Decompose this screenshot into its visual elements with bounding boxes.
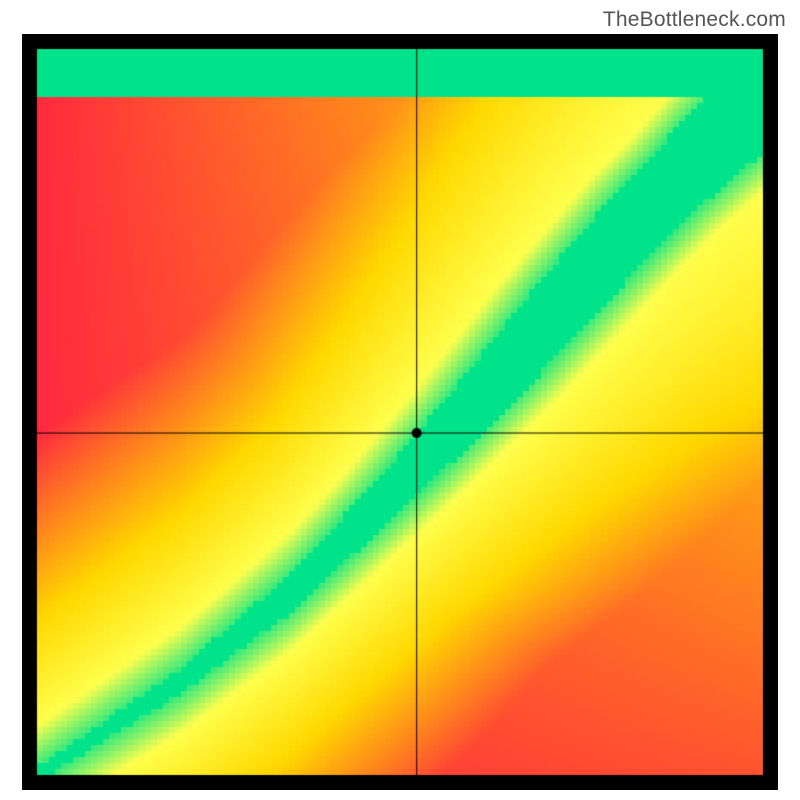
bottleneck-heatmap-container: TheBottleneck.com: [0, 0, 800, 800]
bottleneck-heatmap-canvas: [22, 34, 778, 790]
watermark-text: TheBottleneck.com: [603, 8, 786, 32]
